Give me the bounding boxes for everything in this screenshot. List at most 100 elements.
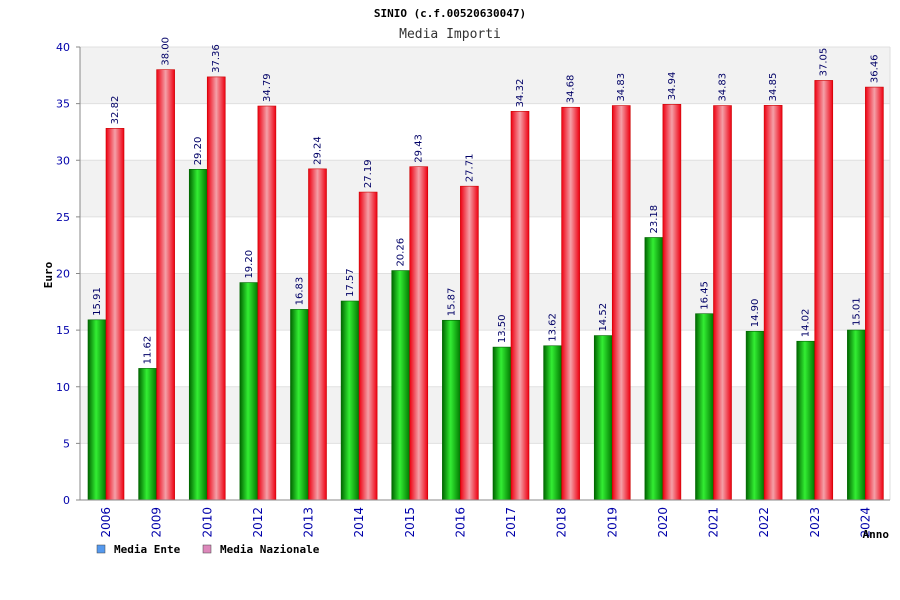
x-tick-label: 2017 xyxy=(504,507,518,538)
bar-media-ente-2023 xyxy=(796,340,816,501)
data-label: 14.90 xyxy=(750,299,761,328)
y-tick-label: 5 xyxy=(63,437,70,450)
data-label: 34.68 xyxy=(566,75,577,104)
bar-media-nazionale-2016 xyxy=(460,185,479,501)
data-label: 34.79 xyxy=(262,73,273,102)
bar-media-nazionale-2023 xyxy=(814,80,834,501)
x-tick-label: 2018 xyxy=(555,507,569,538)
axes xyxy=(79,47,890,501)
data-label: 27.19 xyxy=(363,159,374,188)
x-axis-ticks: 2006 2009 2010 2012 2013 2014 2015 2016 2017 2018… xyxy=(99,507,872,538)
bar-media-ente-2017 xyxy=(492,346,512,501)
data-label: 34.83 xyxy=(616,73,627,102)
chart-subtitle: Media Importi xyxy=(399,27,501,42)
bar-media-ente-2019 xyxy=(593,335,613,501)
x-tick-label: 2013 xyxy=(302,507,316,538)
bar-media-nazionale-2010 xyxy=(206,76,226,501)
bar-media-nazionale-2024 xyxy=(865,86,884,501)
bar-media-nazionale-2020 xyxy=(662,104,682,501)
bar-media-ente-2013 xyxy=(290,309,309,501)
data-label: 20.26 xyxy=(396,238,407,267)
y-axis-ticks: 0 5 10 15 20 25 30 35 40 xyxy=(56,41,80,507)
y-tick-label: 25 xyxy=(56,211,70,224)
data-label: 32.82 xyxy=(110,96,121,125)
y-tick-label: 0 xyxy=(63,494,70,507)
x-tick-label: 2010 xyxy=(200,507,214,538)
bar-media-ente-2018 xyxy=(543,345,562,501)
data-label: 13.62 xyxy=(548,313,559,342)
bar-media-nazionale-2019 xyxy=(611,105,631,501)
y-tick-label: 20 xyxy=(56,268,70,281)
bar-media-nazionale-2018 xyxy=(561,106,580,501)
bar-media-nazionale-2006 xyxy=(105,128,125,501)
bar-media-nazionale-2009 xyxy=(156,69,175,501)
data-label: 15.91 xyxy=(92,287,103,316)
y-tick-label: 40 xyxy=(56,41,70,54)
x-tick-label: 2023 xyxy=(808,507,822,538)
x-tick-label: 2015 xyxy=(403,507,417,538)
data-label: 13.50 xyxy=(497,314,508,343)
data-label: 38.00 xyxy=(161,37,172,66)
bar-media-ente-2020 xyxy=(644,237,664,501)
data-label: 34.32 xyxy=(515,79,526,108)
data-label: 37.05 xyxy=(819,48,830,77)
y-axis-title: Euro xyxy=(42,261,55,288)
bar-media-nazionale-2013 xyxy=(308,168,327,501)
x-tick-label: 2019 xyxy=(605,507,619,538)
data-label: 15.87 xyxy=(446,288,457,317)
bar-media-ente-2016 xyxy=(442,319,461,501)
data-label: 16.83 xyxy=(295,277,306,306)
data-label: 34.85 xyxy=(768,73,779,102)
bar-media-ente-2022 xyxy=(745,330,765,501)
y-tick-label: 15 xyxy=(56,324,70,337)
data-label: 15.01 xyxy=(851,297,862,326)
data-label: 23.18 xyxy=(649,205,660,234)
x-tick-label: 2020 xyxy=(656,507,670,538)
legend-label-media-nazionale: Media Nazionale xyxy=(220,543,320,556)
x-axis-title: Anno xyxy=(863,528,890,541)
bar-media-nazionale-2021 xyxy=(713,105,732,501)
data-label: 19.20 xyxy=(244,250,255,279)
x-tick-label: 2024 xyxy=(858,507,872,538)
legend-swatch-media-nazionale xyxy=(202,544,212,554)
x-tick-label: 2014 xyxy=(352,507,366,538)
x-tick-label: 2006 xyxy=(99,507,113,538)
data-label: 17.57 xyxy=(345,268,356,297)
bar-media-ente-2021 xyxy=(695,313,714,501)
x-tick-label: 2012 xyxy=(251,507,265,538)
legend-label-media-ente: Media Ente xyxy=(114,543,181,556)
data-labels: 15.91 32.82 11.62 38.00 29.20 37.36 19.20 34.79… xyxy=(92,37,880,364)
y-tick-label: 35 xyxy=(56,98,70,111)
bar-media-ente-2006 xyxy=(87,319,107,501)
data-label: 27.71 xyxy=(464,154,475,183)
data-label: 34.83 xyxy=(718,73,729,102)
bar-media-ente-2009 xyxy=(138,368,157,501)
bars xyxy=(87,69,884,501)
bar-media-ente-2024 xyxy=(847,329,866,501)
chart-title: SINIO (c.f.00520630047) xyxy=(374,7,526,20)
x-tick-label: 2009 xyxy=(150,507,164,538)
data-label: 11.62 xyxy=(143,336,154,365)
bar-media-ente-2015 xyxy=(391,270,411,501)
bar-media-nazionale-2014 xyxy=(358,191,378,501)
data-label: 14.52 xyxy=(598,303,609,332)
data-label: 29.20 xyxy=(193,137,204,166)
data-label: 14.02 xyxy=(801,309,812,338)
bar-media-nazionale-2022 xyxy=(763,105,783,501)
x-tick-label: 2022 xyxy=(757,507,771,538)
y-tick-label: 30 xyxy=(56,154,70,167)
data-label: 37.36 xyxy=(211,44,222,73)
data-label: 34.94 xyxy=(667,72,678,101)
bar-media-ente-2010 xyxy=(188,169,208,501)
bar-media-ente-2014 xyxy=(340,300,360,501)
y-tick-label: 10 xyxy=(56,381,70,394)
x-tick-label: 2021 xyxy=(707,507,721,538)
data-label: 29.24 xyxy=(313,136,324,165)
legend-swatch-media-ente xyxy=(96,544,106,554)
data-label: 36.46 xyxy=(869,54,880,83)
bar-media-nazionale-2015 xyxy=(409,166,429,501)
legend: Media Ente Media Nazionale xyxy=(96,543,320,556)
bar-media-ente-2012 xyxy=(239,282,259,501)
x-tick-label: 2016 xyxy=(453,507,467,538)
